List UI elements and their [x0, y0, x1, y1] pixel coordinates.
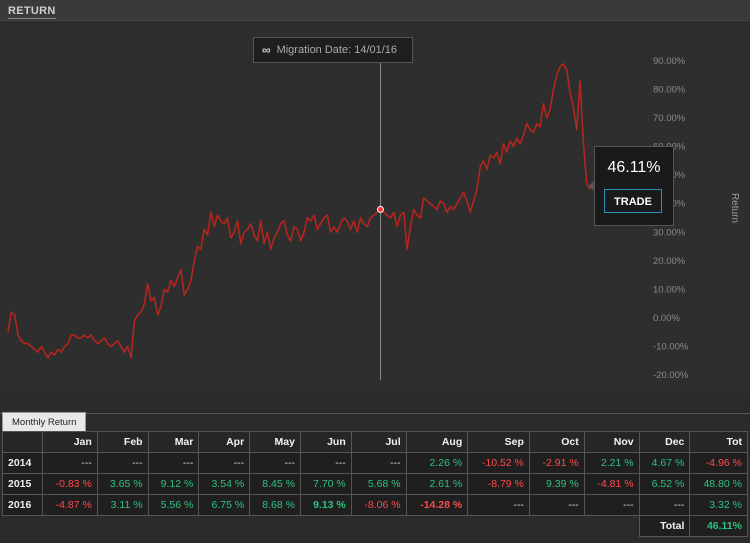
return-cell: 3.54 %: [198, 473, 251, 495]
total-row: Total 46.11%: [2, 515, 748, 537]
return-cell: 3.65 %: [96, 473, 149, 495]
table-header-cell: May: [249, 431, 301, 453]
table-header-cell: Mar: [147, 431, 200, 453]
migration-point: [376, 205, 384, 213]
return-cell: -4.96 %: [689, 452, 748, 474]
return-cell: ---: [41, 452, 98, 474]
return-cell: -14.28 %: [405, 494, 469, 516]
return-cell: 3.11 %: [96, 494, 149, 516]
return-cell: 9.12 %: [147, 473, 200, 495]
tab-strip: [0, 393, 750, 414]
return-cell: 5.68 %: [350, 473, 407, 495]
y-tick-label: 90.00%: [653, 56, 686, 67]
return-cell: ---: [299, 452, 352, 474]
return-series-line: [7, 63, 591, 359]
table-header-cell: Tot: [689, 431, 748, 453]
y-axis-label: Return: [729, 193, 740, 223]
table-header-cell: Jul: [350, 431, 407, 453]
table-row: 2016 -4.87 % 3.11 % 5.56 % 6.75 % 8.68 % 9.13 …: [2, 494, 748, 516]
return-cell: 9.39 %: [528, 473, 585, 495]
y-tick-label: -10.00%: [653, 341, 689, 352]
table-header-cell: Dec: [638, 431, 691, 453]
table-header-row: Jan Feb Mar Apr May Jun Jul Aug Sep Oct Nov Dec Tot: [2, 431, 748, 453]
return-cell: -2.91 %: [528, 452, 585, 474]
return-cell: -8.06 %: [350, 494, 407, 516]
table-header-cell: Nov: [583, 431, 640, 453]
table-header-cell: Oct: [528, 431, 585, 453]
table-row: 2015 -0.83 % 3.65 % 9.12 % 3.54 % 8.45 % 7.70 …: [2, 473, 748, 495]
table-header-cell: [2, 431, 43, 453]
return-cell: 2.21 %: [583, 452, 640, 474]
tab-monthly-return[interactable]: Monthly Return: [2, 412, 87, 431]
panel-title: RETURN: [8, 5, 56, 19]
return-cell: -8.79 %: [467, 473, 530, 495]
total-label: Total: [638, 515, 691, 537]
return-cell: ---: [198, 452, 251, 474]
return-cell: ---: [96, 452, 149, 474]
return-cell: 48.80 %: [689, 473, 748, 495]
y-tick-label: -20.00%: [653, 370, 689, 381]
value-tooltip: 46.11% TRADE: [594, 146, 674, 226]
table-header-cell: Sep: [467, 431, 530, 453]
y-tick-label: 20.00%: [653, 256, 686, 267]
return-cell: 6.75 %: [198, 494, 251, 516]
return-cell: 5.56 %: [147, 494, 200, 516]
return-cell: 8.68 %: [249, 494, 301, 516]
return-cell: 3.32 %: [689, 494, 748, 516]
y-tick-label: 80.00%: [653, 85, 686, 96]
table-header-cell: Jan: [41, 431, 98, 453]
y-tick-label: 70.00%: [653, 113, 686, 124]
total-row-spacer: [2, 515, 640, 537]
table-header-cell: Jun: [299, 431, 352, 453]
return-cell: ---: [467, 494, 530, 516]
return-cell: ---: [583, 494, 640, 516]
y-tick-label: 0.00%: [653, 313, 680, 324]
y-tick-label: 10.00%: [653, 284, 686, 295]
table-header-cell: Aug: [405, 431, 469, 453]
return-cell: 2.26 %: [405, 452, 469, 474]
tooltip-pointer: [588, 181, 594, 191]
return-cell: 9.13 %: [299, 494, 352, 516]
return-cell: ---: [249, 452, 301, 474]
year-cell: 2015: [2, 473, 43, 495]
year-cell: 2014: [2, 452, 43, 474]
return-cell: ---: [528, 494, 585, 516]
table-row: 2014 --- --- --- --- --- --- --- 2.26 % -10.52 % -…: [2, 452, 748, 474]
return-cell: -0.83 %: [41, 473, 98, 495]
migration-text: Migration Date: 14/01/16: [276, 44, 398, 56]
return-cell: 8.45 %: [249, 473, 301, 495]
return-cell: -4.87 %: [41, 494, 98, 516]
trade-button[interactable]: TRADE: [604, 189, 662, 213]
return-cell: ---: [147, 452, 200, 474]
migration-date-label: ∞ Migration Date: 14/01/16: [253, 37, 413, 63]
panel-header: RETURN: [0, 0, 750, 23]
y-tick-label: 30.00%: [653, 227, 686, 238]
total-value: 46.11%: [689, 515, 748, 537]
return-cell: 4.67 %: [638, 452, 691, 474]
return-cell: 6.52 %: [638, 473, 691, 495]
return-cell: 7.70 %: [299, 473, 352, 495]
current-return-value: 46.11%: [607, 159, 661, 176]
year-cell: 2016: [2, 494, 43, 516]
infinity-icon: ∞: [262, 43, 271, 57]
table-header-cell: Feb: [96, 431, 149, 453]
return-cell: 2.61 %: [405, 473, 469, 495]
return-cell: ---: [638, 494, 691, 516]
return-cell: ---: [350, 452, 407, 474]
monthly-return-table: Jan Feb Mar Apr May Jun Jul Aug Sep Oct Nov Dec Tot …: [2, 431, 748, 537]
table-header-cell: Apr: [198, 431, 251, 453]
return-cell: -10.52 %: [467, 452, 530, 474]
return-cell: -4.81 %: [583, 473, 640, 495]
